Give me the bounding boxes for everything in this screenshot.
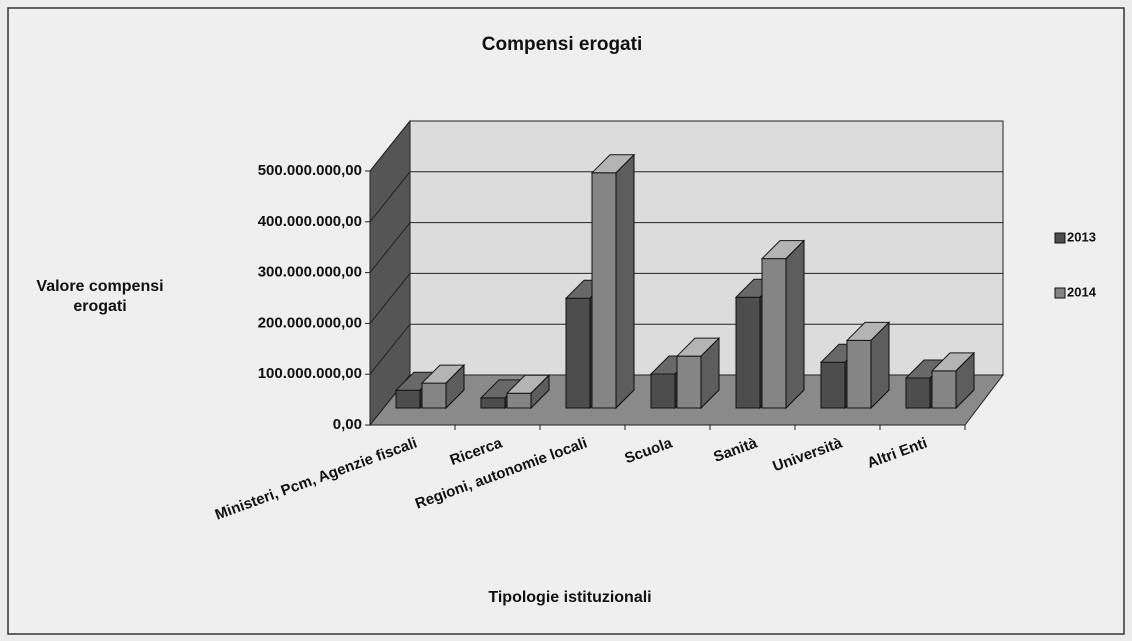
bar-side: [615, 153, 635, 410]
bar-side: [955, 351, 975, 410]
grid-line: [369, 374, 1003, 426]
grid-line: [369, 120, 1003, 172]
y-tick-label: 0,00: [333, 416, 362, 433]
bar-side: [870, 321, 890, 410]
bar-side: [700, 336, 720, 410]
bar: [480, 397, 506, 409]
back-wall: [409, 120, 1004, 376]
y-tick-label: 300.000.000,00: [258, 264, 362, 281]
legend-label: 2013: [1067, 229, 1096, 244]
y-tick-label: 400.000.000,00: [258, 213, 362, 230]
bar-side: [530, 374, 550, 410]
grid-line: [369, 222, 1003, 273]
bar: [421, 382, 447, 409]
legend-label: 2014: [1067, 284, 1097, 299]
x-axis-title: Tipologie istituzionali: [488, 589, 651, 606]
bar: [735, 296, 761, 409]
bar: [820, 361, 846, 409]
grid-line: [369, 171, 1003, 223]
bar: [931, 370, 957, 409]
grid-line: [369, 272, 1003, 324]
y-axis-title: Valore compensi erogati: [36, 278, 164, 315]
y-tick-label: 500.000.000,00: [258, 162, 362, 179]
bar: [846, 339, 872, 409]
bar: [565, 297, 591, 409]
legend-swatch: [1054, 232, 1066, 244]
y-tick-label: 200.000.000,00: [258, 314, 362, 331]
bar: [650, 373, 676, 409]
bar-side: [445, 363, 465, 410]
y-tick-label: 100.000.000,00: [258, 365, 362, 382]
side-wall: [369, 119, 411, 427]
bar: [676, 355, 702, 409]
legend-swatch: [1054, 287, 1066, 299]
bar-side: [785, 239, 805, 410]
chart-title: Compensi erogati: [482, 34, 642, 55]
bar: [761, 258, 787, 409]
bar: [506, 392, 532, 409]
bar: [395, 389, 421, 409]
bar: [905, 377, 931, 409]
grid-line: [369, 323, 1003, 375]
bar: [591, 172, 617, 409]
